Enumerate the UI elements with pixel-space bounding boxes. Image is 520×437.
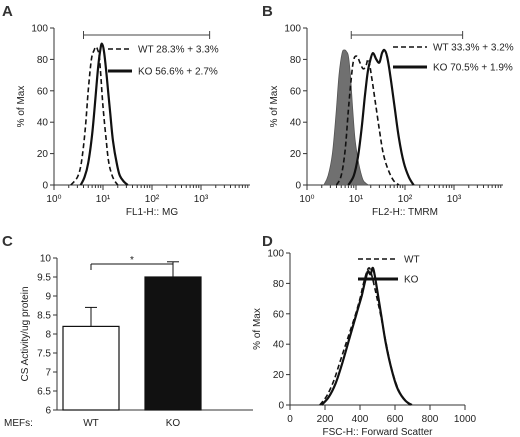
y-tick-label: 60 xyxy=(273,309,285,320)
y-tick-label: 80 xyxy=(273,279,285,290)
y-tick-label: 40 xyxy=(37,118,49,129)
x-tick-label: 10² xyxy=(145,194,160,205)
histogram-series-wt xyxy=(70,45,119,186)
y-tick-label: 6.5 xyxy=(37,387,51,398)
y-tick-label: 100 xyxy=(284,24,301,35)
category-label-ko: KO xyxy=(166,418,181,429)
y-tick-label: 7 xyxy=(45,368,51,379)
x-axis-label: FL1-H:: MG xyxy=(126,207,178,218)
panel-label-c: C xyxy=(2,233,13,250)
y-tick-label: 0 xyxy=(42,181,48,192)
y-tick-label: 7.5 xyxy=(37,349,51,360)
legend-label: WT 28.3% + 3.3% xyxy=(138,45,219,56)
category-label-wt: WT xyxy=(83,418,99,429)
category-prefix-label: MEFs: xyxy=(4,418,33,429)
x-tick-label: 10¹ xyxy=(349,194,364,205)
histogram-series-ko xyxy=(347,48,415,186)
histogram-series-ko xyxy=(320,266,412,406)
x-tick-label: 10⁰ xyxy=(46,194,61,205)
y-tick-label: 0 xyxy=(295,181,301,192)
x-tick-label: 10³ xyxy=(194,194,209,205)
x-tick-label: 1000 xyxy=(454,414,477,425)
histogram-filled-series xyxy=(323,49,370,186)
legend-label: WT xyxy=(404,255,420,266)
y-tick-label: 40 xyxy=(290,118,302,129)
y-tick-label: 9.5 xyxy=(37,273,51,284)
x-tick-label: 10² xyxy=(398,194,413,205)
x-axis-label: FSC-H:: Forward Scatter xyxy=(322,427,433,437)
y-tick-label: 6 xyxy=(45,406,51,417)
histogram-series-ko xyxy=(79,42,129,186)
y-tick-label: 10 xyxy=(40,254,52,265)
x-tick-label: 200 xyxy=(317,414,334,425)
histogram-series-wt xyxy=(319,267,413,406)
x-tick-label: 10⁰ xyxy=(299,194,314,205)
y-tick-label: 100 xyxy=(31,24,48,35)
x-axis-label: FL2-H:: TMRM xyxy=(372,207,438,218)
y-tick-label: 9 xyxy=(45,292,51,303)
y-tick-label: 40 xyxy=(273,340,285,351)
y-axis-label: % of Max xyxy=(252,308,263,350)
x-tick-label: 10³ xyxy=(447,194,462,205)
x-tick-label: 800 xyxy=(422,414,439,425)
legend-label: KO 56.6% + 2.7% xyxy=(138,67,218,78)
y-tick-label: 8.5 xyxy=(37,311,51,322)
y-tick-label: 80 xyxy=(290,55,302,66)
y-tick-label: 20 xyxy=(37,149,49,160)
bar-chart-panel-c: 6 6.5 7 7.5 8 8.5 9 9.5 10 CS Activity/ug protein… xyxy=(4,254,253,429)
y-axis-label: % of Max xyxy=(16,86,27,128)
bar-wt xyxy=(62,325,120,411)
legend-label: KO 70.5% + 1.9% xyxy=(433,63,513,74)
y-tick-label: 100 xyxy=(267,249,284,260)
panel-label-d: D xyxy=(262,233,273,250)
y-tick-label: 0 xyxy=(278,401,284,412)
bar-ko xyxy=(144,276,202,411)
legend-label: KO xyxy=(404,275,419,286)
y-tick-label: 20 xyxy=(290,149,302,160)
x-tick-label: 600 xyxy=(387,414,404,425)
x-tick-label: 10¹ xyxy=(96,194,111,205)
y-tick-label: 20 xyxy=(273,370,285,381)
legend-label: WT 33.3% + 3.2% xyxy=(433,43,514,54)
y-axis-label: % of Max xyxy=(269,86,280,128)
y-tick-label: 8 xyxy=(45,330,51,341)
significance-marker: * xyxy=(130,255,134,266)
y-tick-label: 60 xyxy=(290,86,302,97)
x-tick-label: 400 xyxy=(352,414,369,425)
histogram-series-wt xyxy=(335,55,400,186)
x-tick-label: 0 xyxy=(287,414,293,425)
y-axis-label: CS Activity/ug protein xyxy=(20,286,31,381)
panel-label-b: B xyxy=(262,3,273,20)
y-tick-label: 60 xyxy=(37,86,49,97)
panel-label-a: A xyxy=(2,3,13,20)
y-tick-label: 80 xyxy=(37,55,49,66)
